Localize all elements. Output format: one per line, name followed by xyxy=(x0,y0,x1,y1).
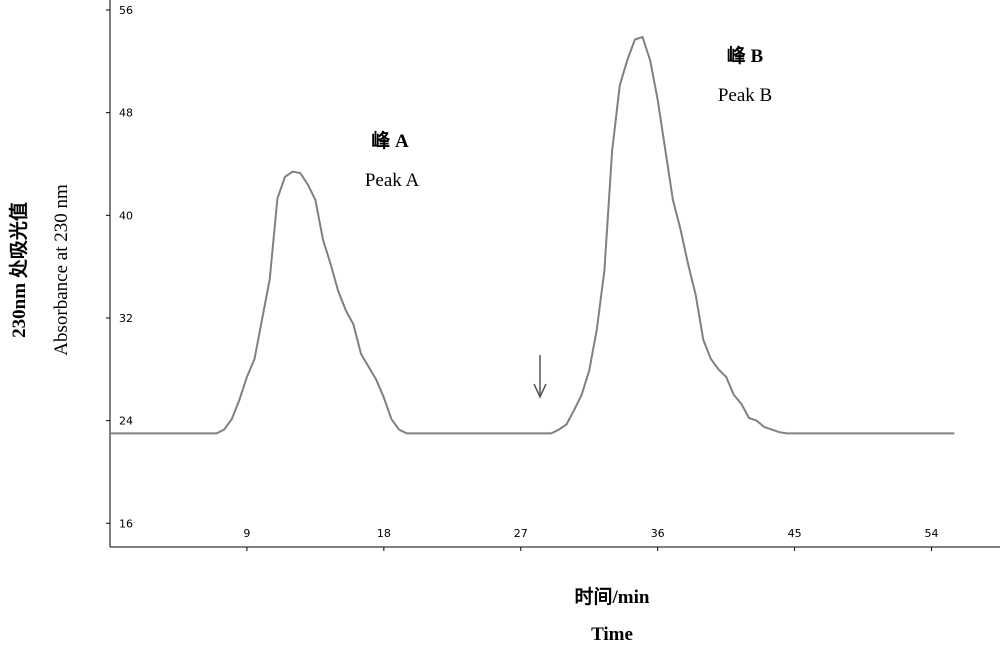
annotation: 峰 A xyxy=(371,129,409,152)
y-tick-label: 48 xyxy=(119,107,133,120)
y-tick-label: 24 xyxy=(119,415,133,428)
y-tick-label: 16 xyxy=(119,517,133,530)
x-tick-label: 9 xyxy=(243,527,250,540)
y-axis-label: Absorbance at 230 nm xyxy=(51,184,72,356)
y-tick-label: 56 xyxy=(119,4,133,17)
x-tick-label: 45 xyxy=(788,527,802,540)
y-tick-label: 40 xyxy=(119,209,133,222)
y-axis-label: 230nm 处吸光值 xyxy=(7,202,30,338)
x-tick-label: 27 xyxy=(514,527,528,540)
x-tick-label: 36 xyxy=(651,527,665,540)
annotation: 峰 B xyxy=(727,44,764,67)
x-tick-label: 18 xyxy=(377,527,391,540)
annotation: Peak A xyxy=(365,170,420,191)
x-tick-label: 54 xyxy=(925,527,939,540)
x-axis-label: Time xyxy=(591,624,633,645)
y-tick-label: 32 xyxy=(119,312,133,325)
x-axis-label: 时间/min xyxy=(575,586,650,608)
data-line xyxy=(110,35,955,435)
annotation: Peak B xyxy=(718,85,772,106)
arrow xyxy=(533,355,547,399)
